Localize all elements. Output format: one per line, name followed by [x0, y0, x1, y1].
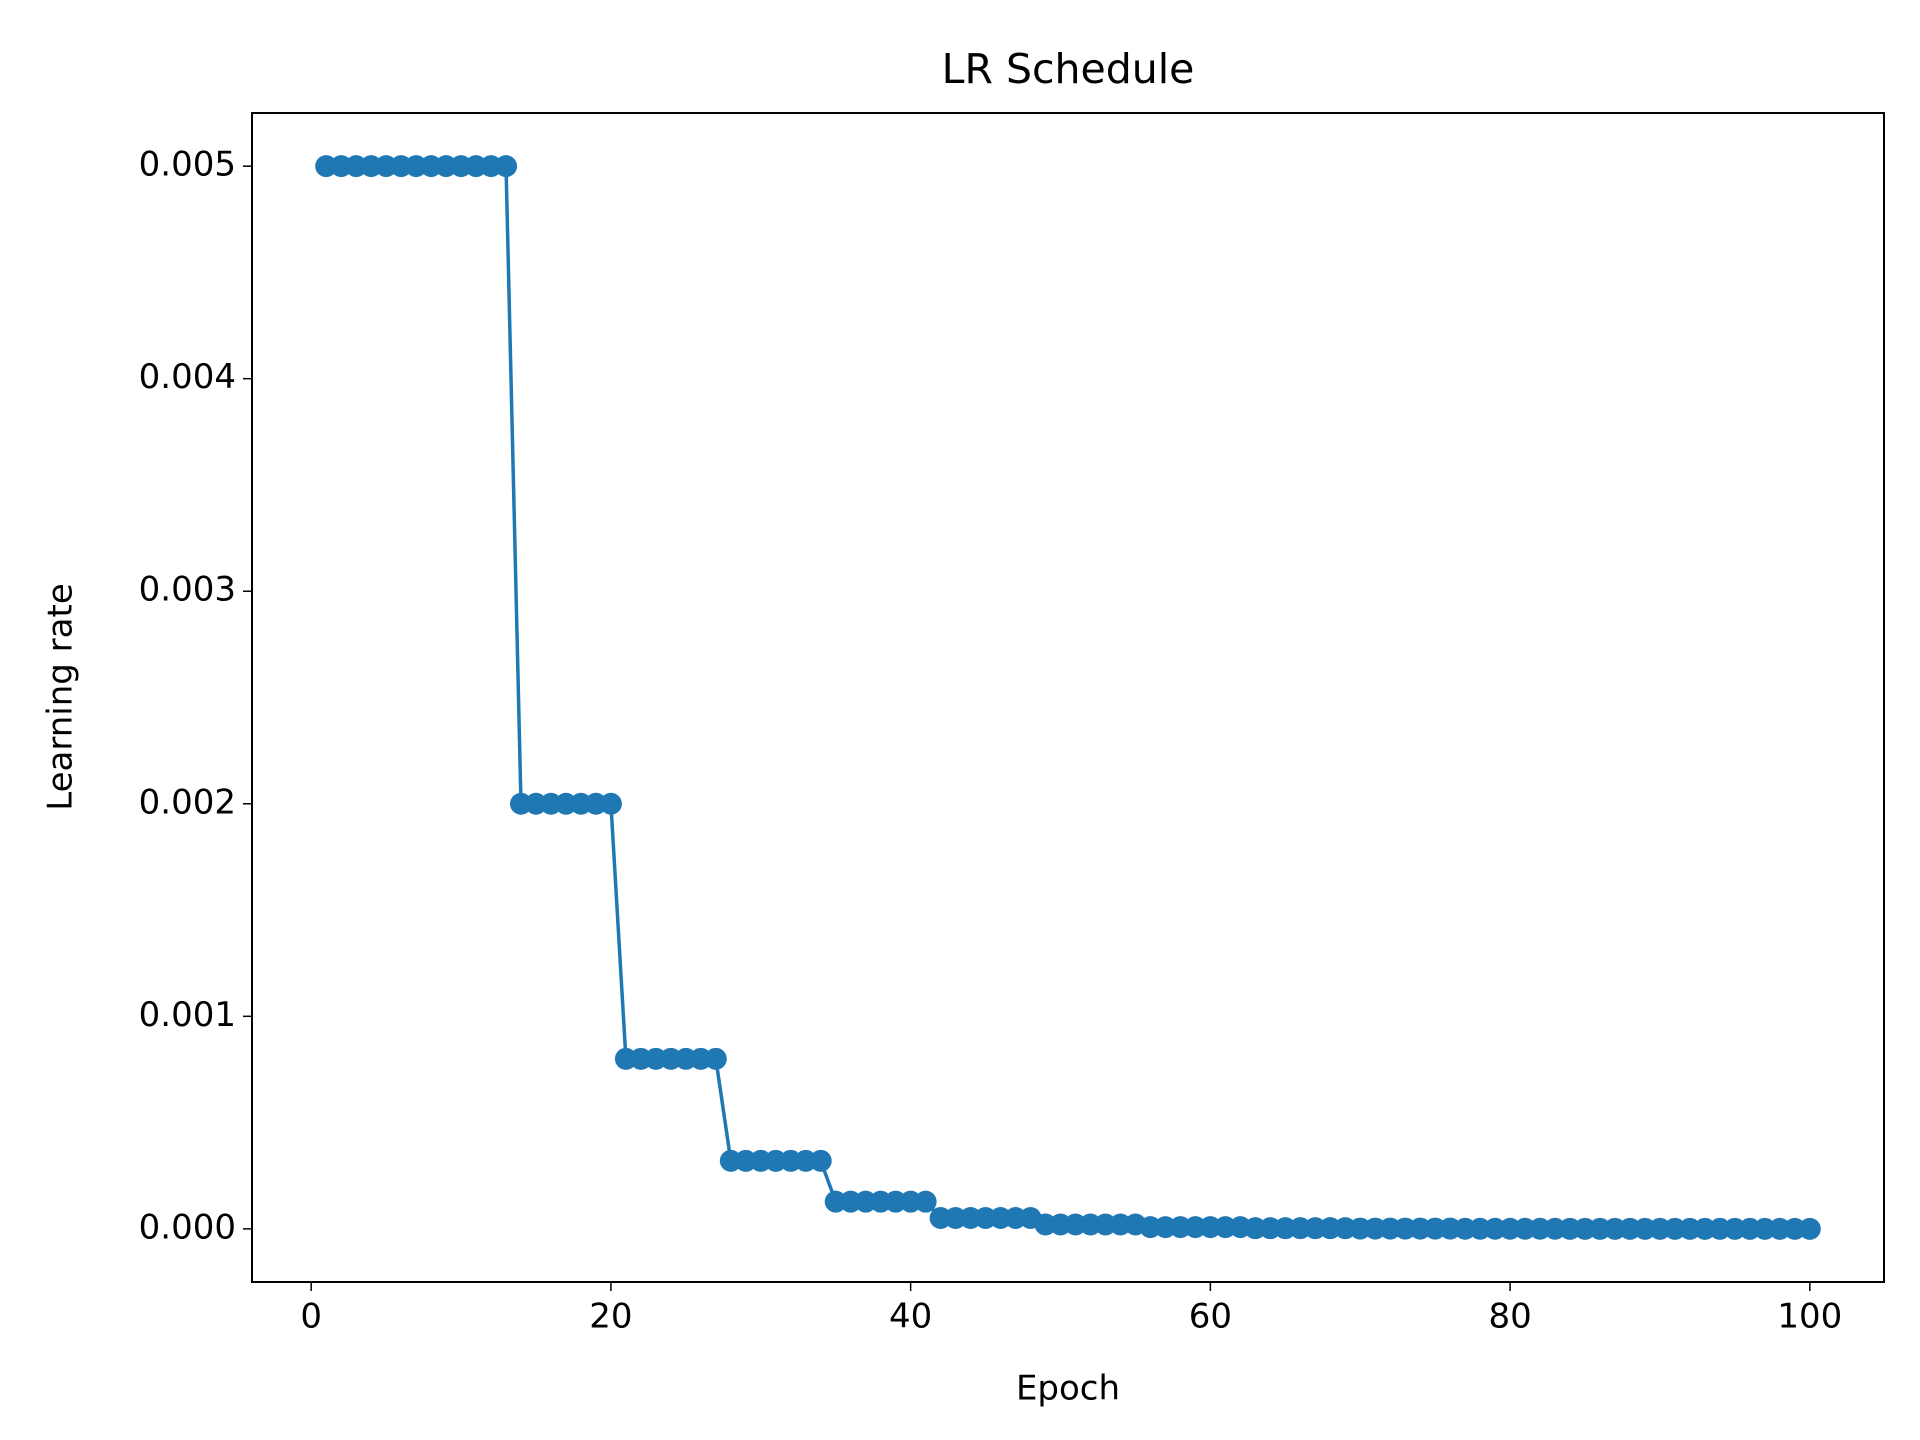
marker [599, 792, 622, 815]
y-tick-label: 0.004 [139, 357, 236, 397]
x-tick-label: 60 [1189, 1297, 1232, 1337]
y-tick-label: 0.001 [139, 995, 236, 1035]
marker [495, 155, 518, 178]
x-axis-label: Epoch [1016, 1369, 1120, 1409]
y-axis-label: Learning rate [41, 583, 81, 810]
x-tick-label: 0 [300, 1297, 322, 1337]
marker [1798, 1217, 1821, 1240]
y-tick-label: 0.002 [139, 782, 236, 822]
chart-title: LR Schedule [942, 45, 1195, 93]
marker [914, 1190, 937, 1213]
x-tick-label: 100 [1777, 1297, 1842, 1337]
plot-frame [251, 112, 1885, 1283]
marker [809, 1149, 832, 1172]
x-tick-label: 80 [1488, 1297, 1531, 1337]
y-tick-label: 0.000 [139, 1207, 236, 1247]
x-tick-label: 20 [589, 1297, 632, 1337]
x-tick-label: 40 [889, 1297, 932, 1337]
y-tick-label: 0.005 [139, 145, 236, 185]
y-tick-label: 0.003 [139, 570, 236, 610]
marker [704, 1047, 727, 1070]
